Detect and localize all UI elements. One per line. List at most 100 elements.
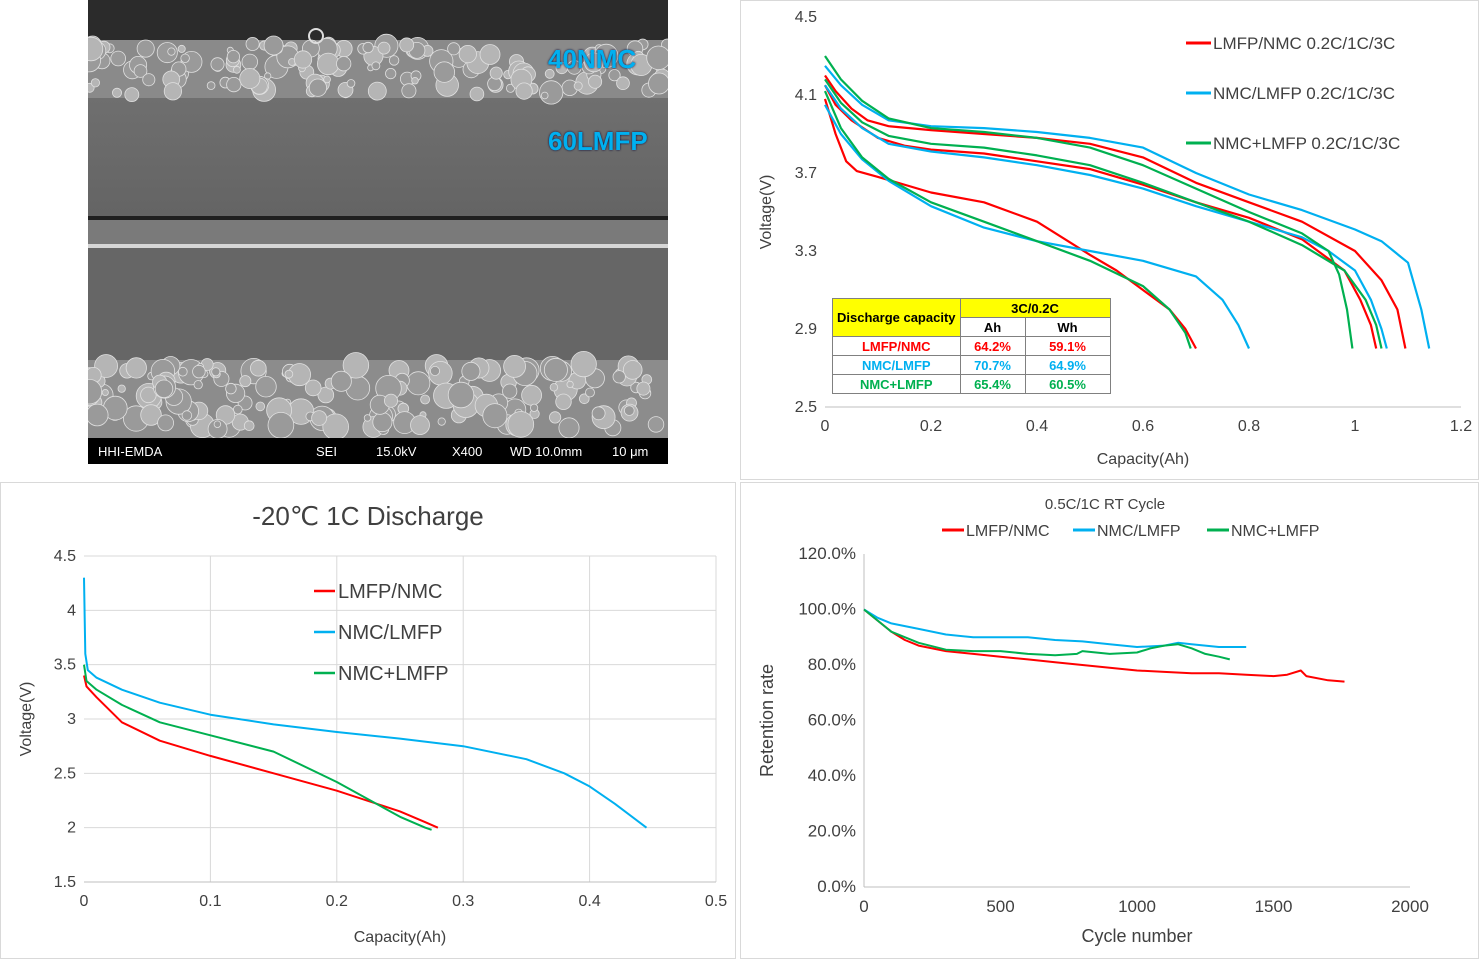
sem-particle bbox=[239, 68, 261, 90]
sem-particle bbox=[623, 405, 635, 416]
sem-particle bbox=[213, 420, 222, 428]
table-row-ah: 64.2% bbox=[959, 336, 1026, 356]
y-tick-label: 3.3 bbox=[795, 243, 817, 260]
sem-footer-scale: 10 μm bbox=[612, 444, 649, 459]
sem-particle bbox=[636, 381, 651, 396]
y-axis-label: Retention rate bbox=[757, 664, 777, 777]
sem-particle bbox=[111, 87, 122, 98]
sem-particle bbox=[142, 73, 156, 87]
sem-particle bbox=[243, 420, 255, 432]
y-tick-label: 60.0% bbox=[808, 711, 856, 730]
sem-footer-lab: HHI-EMDA bbox=[98, 444, 163, 459]
sem-particle bbox=[437, 417, 446, 426]
sem-footer-wd: WD 10.0mm bbox=[510, 444, 583, 459]
chart-title: 0.5C/1C RT Cycle bbox=[1045, 496, 1165, 513]
series-line-2-curve-2 bbox=[824, 84, 1388, 349]
sem-particle bbox=[399, 37, 415, 53]
legend-label: NMC+LMFP 0.2C/1C/3C bbox=[1213, 134, 1400, 153]
sem-particle bbox=[181, 410, 193, 421]
series-line-2-curve-1 bbox=[824, 65, 1431, 349]
sem-particle bbox=[461, 361, 481, 381]
x-tick-label: 0.3 bbox=[452, 893, 474, 910]
sem-footer-bar: HHI-EMDA SEI 15.0kV X400 WD 10.0mm 10 μm bbox=[88, 438, 668, 464]
x-tick-label: 0 bbox=[80, 893, 89, 910]
sem-particle bbox=[117, 384, 126, 393]
sem-bubble bbox=[308, 28, 324, 44]
x-tick-label: 1000 bbox=[1118, 897, 1156, 916]
sem-particle bbox=[255, 401, 266, 412]
sem-particle bbox=[316, 52, 340, 76]
sem-particle bbox=[505, 83, 515, 93]
sem-particle bbox=[241, 53, 259, 71]
sem-particle bbox=[330, 370, 352, 392]
sem-particle bbox=[503, 354, 527, 378]
sem-particle bbox=[420, 394, 431, 405]
sem-particle bbox=[529, 403, 539, 412]
sem-particle bbox=[124, 87, 140, 102]
table-header-label: Discharge capacity bbox=[832, 298, 961, 337]
chart-cycle-retention-svg: 0.5C/1C RT Cycle 0.0% 20.0% 40.0% 60.0% 80.0%… bbox=[757, 496, 1429, 946]
sem-particle bbox=[558, 417, 580, 439]
y-axis-label: Voltage(V) bbox=[18, 682, 35, 757]
sem-particle bbox=[647, 416, 665, 433]
table-row-name: NMC/LMFP bbox=[832, 355, 961, 375]
sem-particle bbox=[608, 69, 621, 82]
x-axis-label: Capacity(Ah) bbox=[354, 929, 446, 946]
sem-particle bbox=[154, 379, 174, 399]
series-line-1 bbox=[83, 675, 439, 829]
sem-particle bbox=[206, 81, 216, 90]
sem-particle bbox=[362, 41, 374, 54]
x-tick-label: 0.5 bbox=[705, 893, 727, 910]
sem-particle bbox=[648, 72, 668, 95]
sem-particle bbox=[388, 55, 400, 66]
sem-particle bbox=[210, 57, 225, 72]
sem-particle bbox=[543, 357, 568, 382]
legend-label: NMC/LMFP 0.2C/1C/3C bbox=[1213, 84, 1395, 103]
y-tick-label: 3 bbox=[67, 711, 76, 728]
sem-particle bbox=[482, 403, 508, 429]
x-axis-label: Cycle number bbox=[1081, 926, 1192, 946]
sem-particle bbox=[178, 366, 188, 377]
chart-low-temp-discharge: -20℃ 1C Discharge 1.5 2 2.5 3 3.5 4 4.5 0 0.1 0.2 0… bbox=[0, 482, 736, 959]
sem-particle bbox=[646, 45, 668, 70]
capacity-table: Discharge capacity 3C/0.2C Ah Wh LMFP/NM… bbox=[832, 298, 1111, 394]
sem-particle bbox=[540, 91, 549, 100]
sem-foil-line-1 bbox=[88, 216, 668, 220]
x-tick-label: 0.6 bbox=[1132, 418, 1154, 435]
legend-label: NMC/LMFP bbox=[1097, 523, 1181, 540]
table-row: LMFP/NMC 64.2% 59.1% bbox=[832, 336, 1111, 356]
sem-particle bbox=[555, 393, 572, 411]
y-tick-label: 2.5 bbox=[54, 765, 76, 782]
sem-particle bbox=[304, 379, 322, 397]
sem-particle bbox=[293, 50, 313, 69]
table-row-wh: 64.9% bbox=[1024, 355, 1111, 375]
sem-particle bbox=[588, 74, 603, 89]
chart-rate-discharge-svg: 2.5 2.9 3.3 3.7 4.1 4.5 0 0.2 0.4 0.6 0.8 1 1.2 Capac… bbox=[758, 9, 1472, 468]
table-row-wh: 59.1% bbox=[1024, 336, 1111, 356]
sem-particle bbox=[385, 68, 397, 80]
sem-particle bbox=[88, 403, 109, 427]
sem-particle bbox=[311, 410, 328, 427]
table-row-ah: 70.7% bbox=[959, 355, 1026, 375]
sem-particle bbox=[367, 81, 387, 101]
sem-particle bbox=[157, 414, 174, 432]
sem-particle bbox=[502, 383, 518, 399]
sem-image: 40NMC 60LMFP HHI-EMDA SEI 15.0kV X400 WD… bbox=[88, 0, 668, 464]
sem-particle bbox=[447, 381, 475, 409]
y-tick-label: 40.0% bbox=[808, 766, 856, 785]
sem-particle bbox=[372, 412, 393, 433]
y-tick-label: 2.5 bbox=[795, 399, 817, 416]
legend-label: NMC+LMFP bbox=[338, 663, 449, 685]
y-tick-label: 3.7 bbox=[795, 165, 817, 182]
x-tick-label: 1 bbox=[1351, 418, 1360, 435]
sem-particle bbox=[612, 370, 626, 384]
sem-particle bbox=[177, 44, 186, 53]
chart-title: -20℃ 1C Discharge bbox=[252, 501, 484, 531]
series-line-3 bbox=[83, 664, 432, 831]
sem-particle bbox=[544, 68, 555, 79]
sem-particle bbox=[180, 53, 190, 64]
legend-label: NMC+LMFP bbox=[1231, 523, 1319, 540]
y-tick-label: 3.5 bbox=[54, 657, 76, 674]
sem-particle bbox=[90, 78, 100, 88]
x-tick-label: 0.2 bbox=[326, 893, 348, 910]
